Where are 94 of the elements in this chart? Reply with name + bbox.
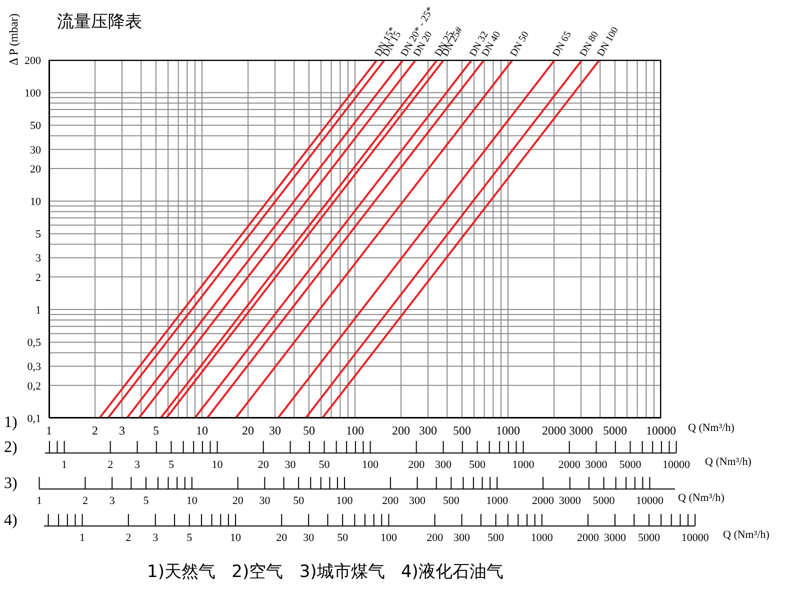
text: 2000 xyxy=(558,459,581,471)
x-tick-label: 1000 xyxy=(496,424,520,438)
text: 30 xyxy=(303,532,315,544)
text: Q (Nm³/h) xyxy=(723,529,770,541)
text: 10000 xyxy=(681,532,710,544)
text: 10000 xyxy=(636,495,664,507)
x-tick-label: 500 xyxy=(452,424,471,438)
text: 20 xyxy=(276,532,288,544)
y-tick-label: 30 xyxy=(30,144,42,156)
x-tick-label: 1 xyxy=(46,424,52,438)
text: 100 xyxy=(362,459,380,471)
y-tick-label: 50 xyxy=(30,120,42,132)
text: 3000 xyxy=(604,532,626,544)
text: 1 xyxy=(80,532,86,544)
x-tick-label: 30 xyxy=(269,424,281,438)
text: 1000 xyxy=(512,459,535,471)
y-tick-label: 100 xyxy=(24,88,42,100)
text: 100 xyxy=(336,495,354,507)
text: Q (Nm³/h) xyxy=(678,492,724,504)
text: 500 xyxy=(468,459,486,471)
text: 100 xyxy=(380,532,398,544)
text: 2000 xyxy=(532,495,555,507)
y-tick-label: 10 xyxy=(30,196,42,208)
y-tick-label: 20 xyxy=(30,163,42,176)
text: 10000 xyxy=(662,459,691,471)
text: 10 xyxy=(212,459,224,471)
text: 1 xyxy=(62,459,68,471)
y-tick-label: 0,2 xyxy=(27,380,41,392)
text: 5 xyxy=(186,532,193,544)
text: 2 xyxy=(108,459,114,471)
y-tick-label: 0,3 xyxy=(27,361,42,374)
text: 50 xyxy=(337,532,349,544)
text: DN 50 xyxy=(508,30,532,58)
text: 3 xyxy=(134,459,141,471)
text: 1) xyxy=(4,414,18,432)
text: 500 xyxy=(442,495,460,507)
text: 20 xyxy=(232,495,244,507)
y-tick-label: 5 xyxy=(36,228,42,241)
text: 300 xyxy=(454,532,471,544)
x-tick-label: 10000 xyxy=(646,424,676,438)
text: 2 xyxy=(126,532,132,544)
text: 3 xyxy=(109,495,116,507)
text: 10 xyxy=(230,532,242,544)
y-tick-label: 200 xyxy=(24,54,42,67)
x-tick-label: 2000 xyxy=(542,424,566,438)
chart-title: 流量压降表 xyxy=(57,11,142,33)
text: 3 xyxy=(152,532,159,544)
x-tick-label: 2 xyxy=(92,424,98,438)
text: 4) xyxy=(4,512,18,530)
text: 50 xyxy=(318,459,330,471)
text: 30 xyxy=(259,495,271,507)
text: Q (Nm³/h) xyxy=(705,456,752,468)
y-tick-label: 0,5 xyxy=(27,337,42,350)
y-axis-title: Δ P (mbar) xyxy=(6,12,22,68)
text: 3) xyxy=(4,475,18,493)
text: 2) xyxy=(4,439,18,457)
text: 3000 xyxy=(558,495,582,507)
x-tick-label: 5000 xyxy=(602,424,627,438)
text: 1000 xyxy=(530,532,554,544)
y-tick-label: 1 xyxy=(36,304,41,316)
y-tick-label: 2 xyxy=(36,272,41,284)
text: 1000 xyxy=(486,495,509,507)
text: 200 xyxy=(426,532,444,544)
text: 3000 xyxy=(585,459,608,471)
text: 1)天然气 2)空气 3)城市煤气 4)液化石油气 xyxy=(147,561,504,583)
x-tick-label: 3000 xyxy=(569,424,593,438)
text: 5000 xyxy=(592,495,616,507)
x-tick-label: 20 xyxy=(242,424,254,438)
y-tick-label: 3 xyxy=(36,252,42,265)
text: 200 xyxy=(408,459,426,471)
x-tick-label: 3 xyxy=(119,424,125,438)
text: 30 xyxy=(284,459,296,471)
text: 2000 xyxy=(577,532,600,544)
text: 300 xyxy=(435,459,452,471)
x-tick-label: 5 xyxy=(152,424,159,438)
x-tick-label: 100 xyxy=(346,424,364,438)
text: 200 xyxy=(382,495,400,507)
text: 300 xyxy=(409,495,426,507)
text: 20 xyxy=(258,459,270,471)
text: 5 xyxy=(143,495,150,507)
y-tick-label: 0,1 xyxy=(27,412,41,425)
x-tick-label: 200 xyxy=(392,424,410,438)
text: 2 xyxy=(82,495,88,507)
x-axis-title: Q (Nm³/h) xyxy=(688,422,734,434)
text: 10 xyxy=(186,495,198,507)
text: 5000 xyxy=(619,459,642,471)
text: 5 xyxy=(168,459,174,471)
x-tick-label: 50 xyxy=(302,424,315,438)
x-tick-label: 300 xyxy=(419,424,437,438)
text: 500 xyxy=(488,532,505,544)
text: DN 65 xyxy=(550,30,574,58)
text: 50 xyxy=(293,495,305,507)
text: 5000 xyxy=(638,532,660,544)
x-tick-label: 10 xyxy=(196,424,208,438)
